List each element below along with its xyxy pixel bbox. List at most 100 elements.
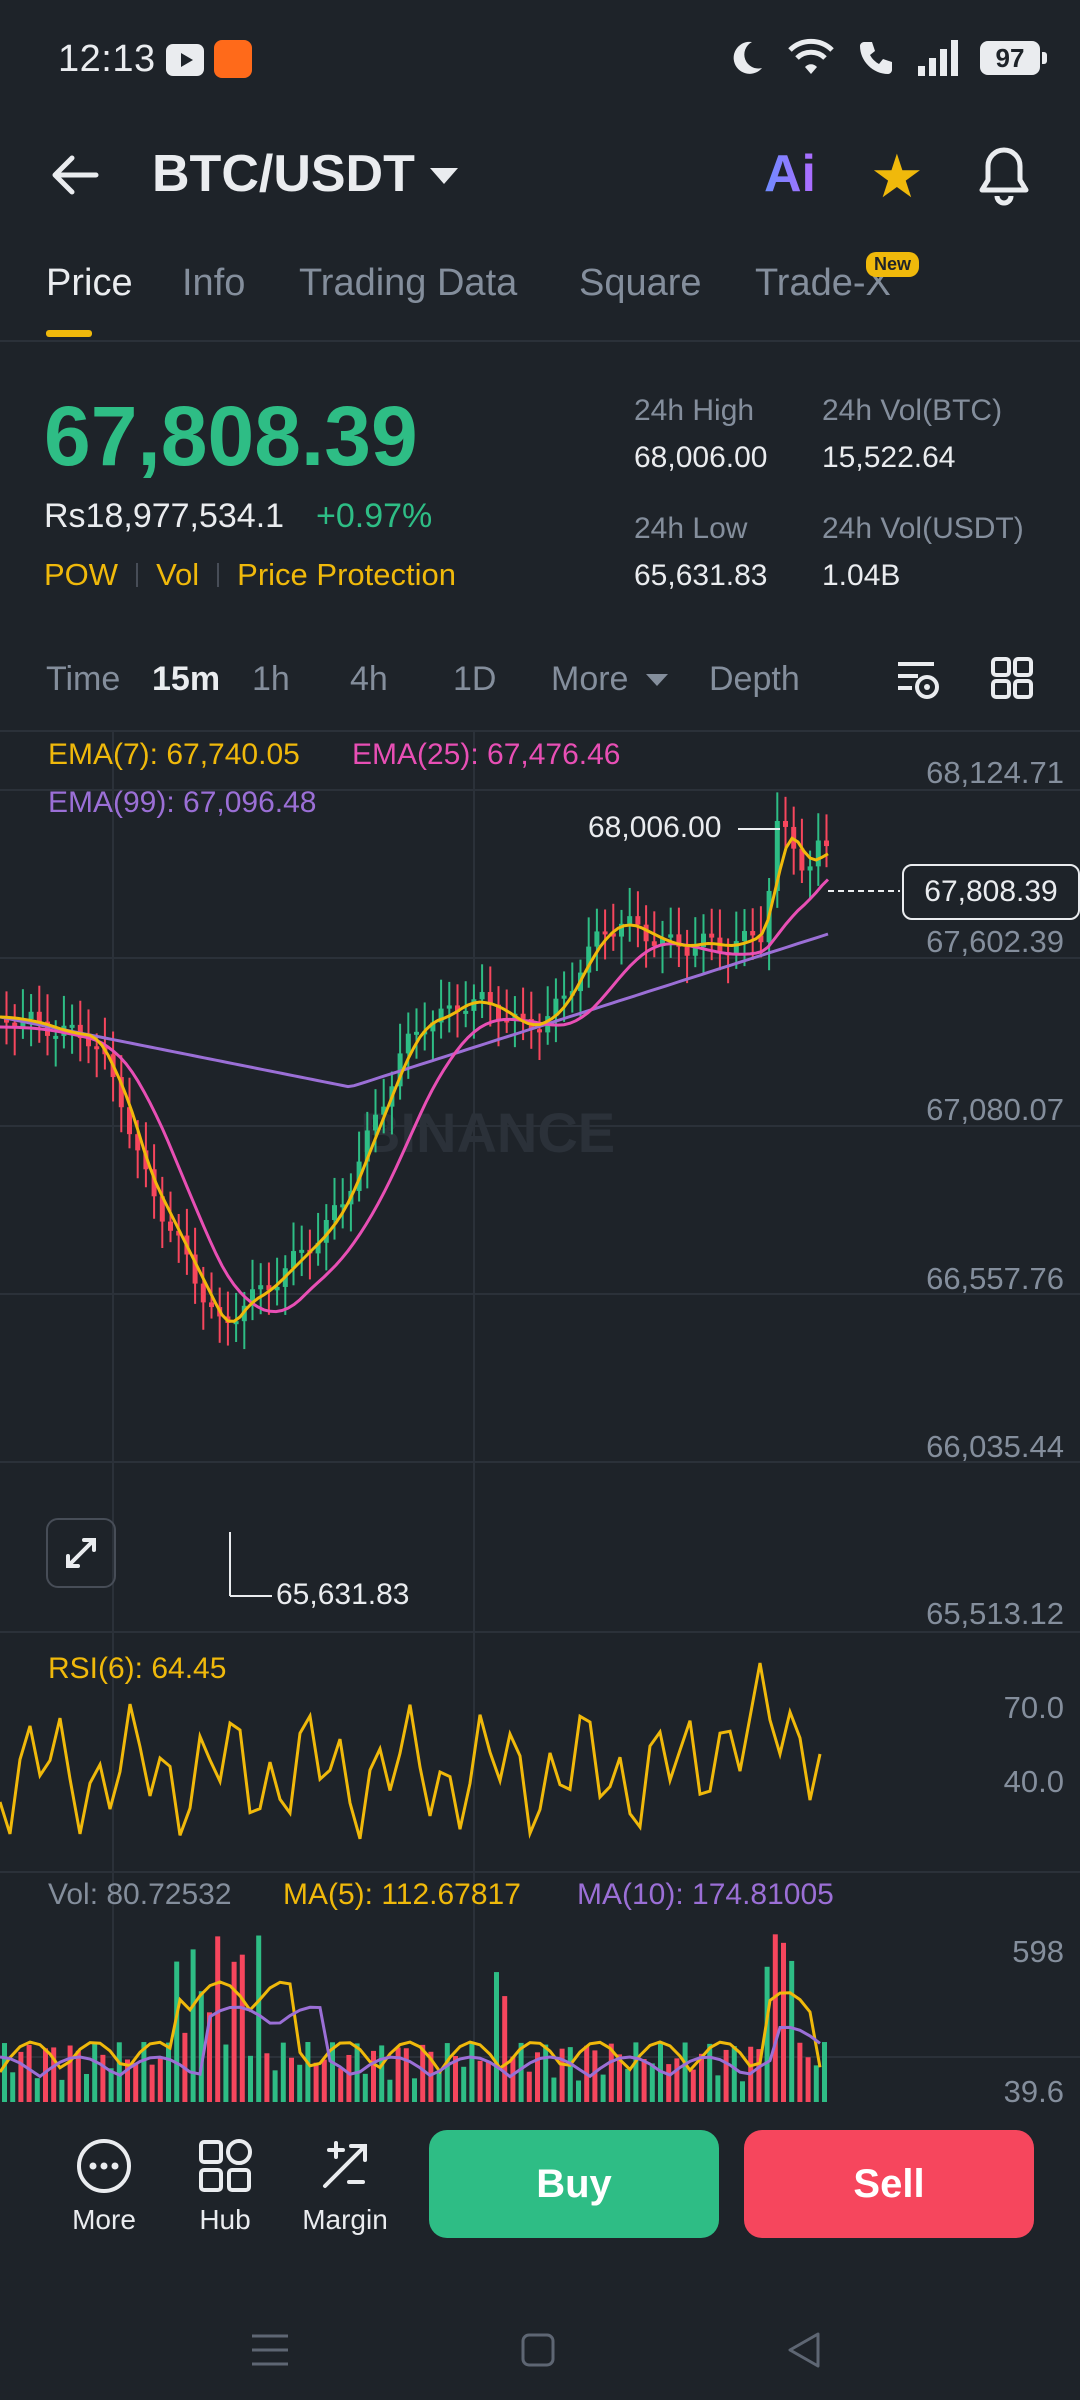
candle (53, 1035, 59, 1039)
home-nav-icon[interactable] (520, 2332, 556, 2368)
chart-canvas[interactable]: BINANCE (0, 732, 1080, 2102)
price-axis-label: 66,035.44 (926, 1429, 1064, 1464)
interval-time[interactable]: Time (46, 660, 121, 698)
volume-bar (805, 2057, 811, 2102)
more-button[interactable]: More (54, 2136, 154, 2236)
stat-24h-vol-usdt-value: 1.04B (822, 559, 901, 592)
volume-bar (608, 2043, 614, 2102)
volume-bar (822, 2042, 827, 2102)
candle (118, 1077, 124, 1108)
pair-dropdown-icon[interactable] (430, 168, 458, 184)
fiat-price: Rs18,977,534.1 (44, 497, 285, 535)
candle (323, 1220, 329, 1243)
interval-15m[interactable]: 15m (152, 660, 221, 698)
candle (299, 1249, 305, 1253)
candle (496, 1004, 501, 1020)
price-axis-label: 67,080.07 (926, 1092, 1064, 1127)
indicator-settings-icon[interactable] (894, 656, 942, 704)
bell-icon[interactable] (976, 144, 1032, 206)
tab-info[interactable]: Info (182, 262, 246, 304)
volume-bar (526, 2071, 532, 2102)
expand-icon (66, 1538, 96, 1568)
ema99-label: EMA(99): 67,096.48 (48, 786, 317, 819)
volume-bar (371, 2050, 376, 2102)
more-label: More (72, 2204, 136, 2235)
layout-grid-icon[interactable] (990, 656, 1034, 700)
favorite-star-icon[interactable]: ★ (870, 143, 924, 210)
watermark: BINANCE (360, 1101, 615, 1164)
candle (750, 931, 756, 936)
last-price: 67,808.39 (44, 389, 418, 483)
volume-bar (633, 2042, 639, 2102)
volume-bar (740, 2081, 745, 2102)
volume-bar (223, 2044, 229, 2102)
more-dropdown-icon[interactable] (646, 674, 668, 686)
candle (266, 1285, 272, 1291)
tab-trading-data[interactable]: Trading Data (299, 262, 518, 304)
candle (733, 941, 739, 955)
candle (430, 1022, 436, 1032)
interval-1h[interactable]: 1h (252, 660, 290, 698)
volume-bar (264, 2053, 270, 2102)
candle (373, 1114, 378, 1131)
tag-vol[interactable]: Vol (156, 557, 200, 592)
volume-bar (239, 1954, 245, 2102)
candle (258, 1285, 264, 1290)
interval-4h[interactable]: 4h (350, 660, 388, 698)
candle (742, 931, 747, 942)
pair-title[interactable]: BTC/USDT (152, 145, 415, 203)
interval-bar: Time 15m 1h 4h 1D More Depth (0, 650, 1080, 732)
volume-bar (592, 2050, 598, 2102)
expand-chart-button[interactable] (46, 1518, 116, 1588)
candle (159, 1196, 165, 1222)
volume-bar (707, 2043, 713, 2102)
back-arrow-icon[interactable] (50, 152, 100, 198)
volume-bar (617, 2054, 622, 2102)
buy-button[interactable]: Buy (429, 2130, 719, 2238)
tab-square[interactable]: Square (579, 262, 702, 304)
volume-bar (682, 2042, 688, 2102)
candle (824, 840, 829, 847)
back-nav-icon[interactable] (784, 2330, 824, 2370)
candle (291, 1251, 296, 1269)
margin-button[interactable]: Margin (295, 2136, 395, 2236)
volume-bar (166, 2042, 171, 2102)
candle (643, 924, 649, 942)
candle (815, 840, 821, 867)
price-axis-label: 65,513.12 (926, 1596, 1064, 1631)
volume-bar (256, 1935, 262, 2102)
interval-depth[interactable]: Depth (709, 660, 800, 698)
stat-24h-vol-btc-value: 15,522.64 (822, 441, 956, 474)
interval-more[interactable]: More (551, 660, 629, 698)
rsi-label: RSI(6): 64.45 (48, 1652, 227, 1685)
candle (635, 916, 641, 925)
volume-bar (690, 2069, 696, 2102)
signal-icon (918, 40, 958, 76)
volume-bar (67, 2045, 73, 2102)
tag-price-protection[interactable]: Price Protection (237, 557, 456, 592)
volume-bar (116, 2042, 122, 2102)
volume-bar (420, 2044, 426, 2102)
ma10-label: MA(10): 174.81005 (577, 1878, 834, 1911)
ai-icon[interactable]: Ai (764, 145, 816, 203)
candle (651, 941, 657, 946)
candle (701, 933, 706, 948)
tab-price[interactable]: Price (46, 262, 133, 304)
candle (209, 1302, 214, 1308)
volume-bar (321, 2059, 327, 2102)
volume-bar (576, 2080, 581, 2102)
volume-bar (428, 2051, 434, 2102)
candle (94, 1046, 100, 1050)
tag-pow[interactable]: POW (44, 557, 119, 592)
menu-nav-icon[interactable] (250, 2332, 290, 2368)
hub-button[interactable]: Hub (175, 2136, 275, 2236)
stat-24h-high-value: 68,006.00 (634, 441, 768, 474)
volume-bar (444, 2043, 450, 2102)
candle (561, 995, 567, 999)
interval-1d[interactable]: 1D (453, 660, 497, 698)
volume-bar (600, 2074, 606, 2102)
sell-button[interactable]: Sell (744, 2130, 1034, 2238)
candle (438, 1008, 444, 1023)
volume-bar (157, 2057, 163, 2102)
volume-bar (666, 2064, 672, 2102)
